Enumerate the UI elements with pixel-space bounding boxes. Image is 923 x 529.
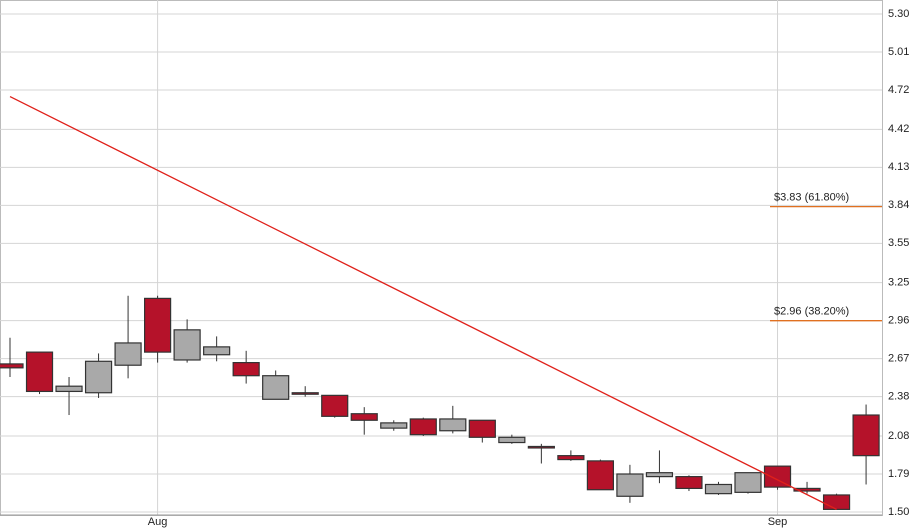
y-tick-label: 4.13 [888,161,909,173]
candle-body [675,476,703,490]
plot-frame [0,0,883,516]
y-tick-label: 1.79 [888,468,909,480]
candle-body [852,414,880,457]
y-tick-label: 5.01 [888,46,909,58]
candle-body [114,342,142,366]
trend-line [9,95,837,510]
fib-label: $3.83 (61.80%) [774,192,849,204]
fib-label: $2.96 (38.20%) [774,306,849,318]
candle-body [144,297,172,353]
y-tick-label: 1.50 [888,506,909,518]
candle-body [232,362,260,377]
candle-body [586,460,615,491]
candle-body [468,419,496,438]
y-tick-label: 2.67 [888,353,909,365]
candle-body [203,346,231,356]
candle-body [173,329,201,361]
y-tick-label: 2.38 [888,391,909,403]
candle-body [291,392,319,395]
candle-body [321,394,349,417]
candle-body [645,472,674,478]
candle-body [616,473,644,497]
y-tick-label: 4.42 [888,123,909,135]
candle-body [55,385,83,393]
y-tick-label: 2.96 [888,315,909,327]
candle-body [380,422,408,429]
y-tick-label: 3.84 [888,199,909,211]
candle-body [734,472,762,493]
candle-body [704,483,733,495]
candle-body [557,455,585,461]
candle-body [439,418,467,432]
candle-body [84,360,113,394]
x-tick-label: Aug [148,516,168,528]
candle-body [527,445,555,449]
candle-body [350,413,378,421]
y-tick-label: 3.55 [888,237,909,249]
candle-body [498,436,526,444]
y-tick-label: 3.25 [888,277,909,289]
candle-body [822,494,851,510]
candle-body [262,375,290,400]
x-tick-label: Sep [768,516,788,528]
y-tick-label: 4.72 [888,84,909,96]
candle-body [763,465,792,488]
candle-body [0,363,24,369]
y-tick-label: 5.30 [888,8,909,20]
y-tick-label: 2.08 [888,430,909,442]
candle-body [25,351,54,393]
candle-body [409,418,437,436]
candle-body [793,487,821,492]
